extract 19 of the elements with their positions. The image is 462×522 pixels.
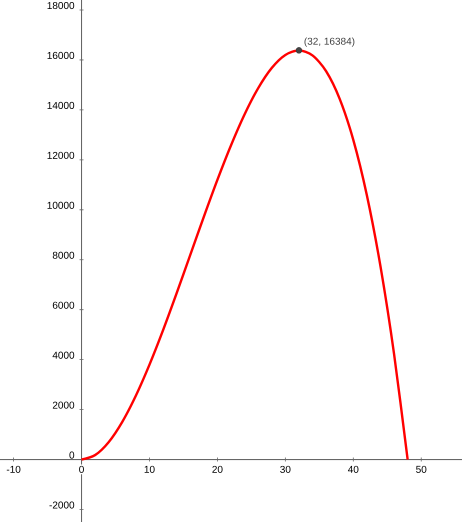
annotation: (32, 16384) (304, 37, 354, 47)
y-tick-label: 8000 (52, 252, 74, 259)
x-tick-label: 0 (79, 466, 84, 473)
y-tick-label: -2000 (49, 501, 74, 509)
y-tick-label: 10000 (48, 202, 74, 209)
y-tick-label: 4000 (52, 352, 74, 359)
y-tick-label: 14000 (48, 102, 74, 109)
x-tick-label: 20 (212, 466, 223, 473)
y-tick-label: 6000 (52, 302, 74, 309)
y-tick-label: 12000 (48, 152, 74, 159)
y-tick-label: 2000 (52, 402, 74, 409)
x-tick-label: 30 (280, 466, 291, 473)
y-tick-label: 16000 (48, 52, 74, 60)
y-tick-label: 18000 (48, 2, 74, 10)
x-tick-label: -10 (6, 466, 20, 473)
x-tick-label: 50 (416, 466, 426, 473)
x-tick-label: 40 (348, 466, 358, 473)
y-tick-label: 0 (69, 452, 74, 459)
x-tick-label: 10 (144, 466, 155, 473)
